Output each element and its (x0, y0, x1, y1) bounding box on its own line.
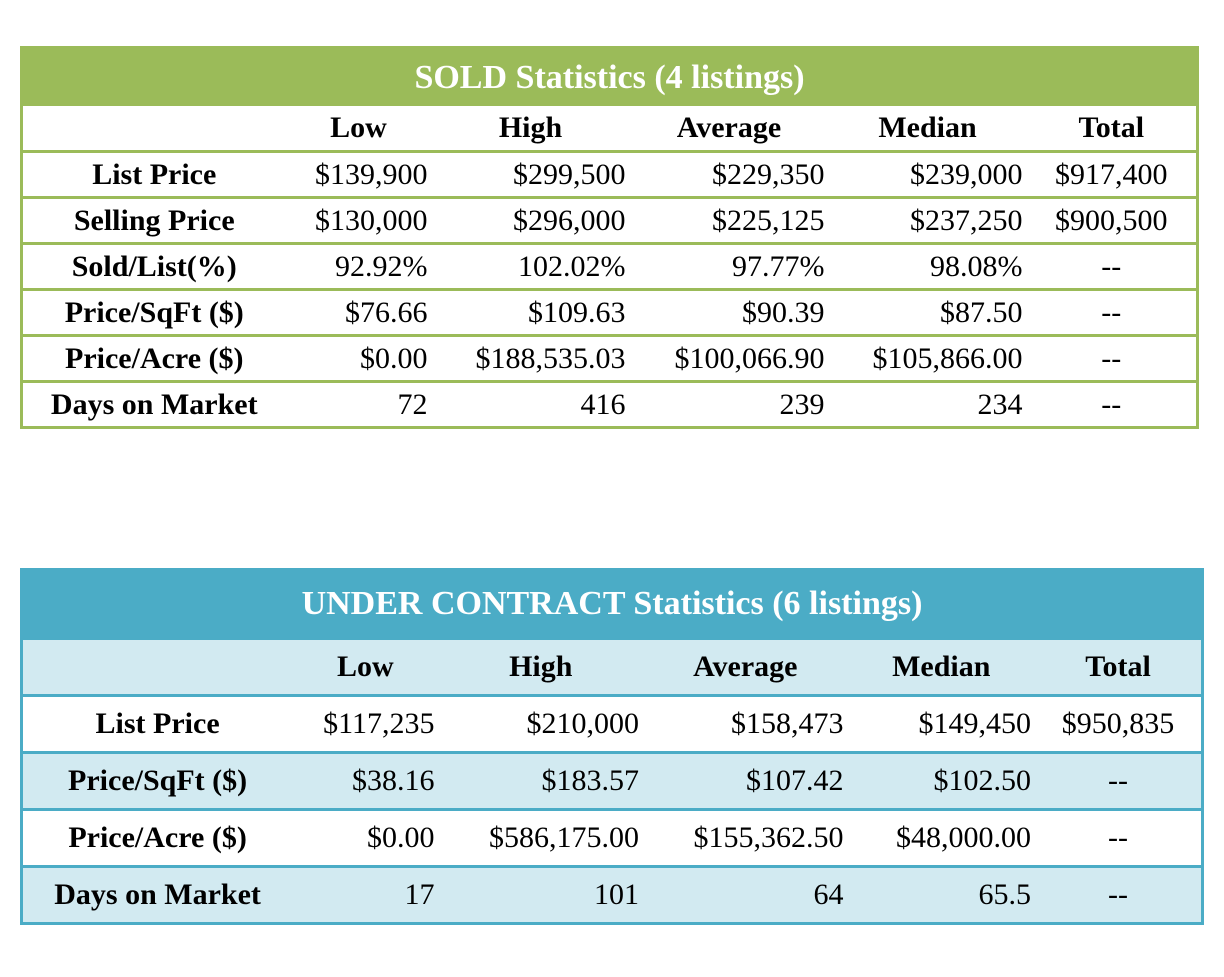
table-row: List Price $139,900 $299,500 $229,350 $2… (21, 151, 1198, 199)
cell-high: $299,500 (431, 151, 630, 199)
cell-median: $239,000 (828, 151, 1027, 199)
row-label: Days on Market (21, 865, 293, 924)
cell-high: $296,000 (431, 197, 630, 245)
cell-median: 234 (977, 387, 1023, 421)
cell-average: 97.77% (629, 243, 829, 291)
cell-average: $225,125 (629, 197, 829, 245)
cell-high: $586,175.00 (438, 808, 644, 867)
cell-low: $0.00 (285, 335, 432, 383)
under-contract-statistics-table: UNDER CONTRACT Statistics (6 listings) L… (20, 568, 1204, 925)
row-label: Price/SqFt ($) (21, 751, 293, 810)
cell-low: 17 (292, 865, 439, 924)
cell-average: $158,473 (643, 694, 848, 753)
cell-median: $102.50 (847, 751, 1035, 810)
column-header-empty (21, 106, 286, 153)
column-header-total: Total (1035, 637, 1203, 696)
cell-high: $188,535.03 (431, 335, 630, 383)
cell-total: -- (1035, 865, 1203, 924)
cell-average: 64 (643, 865, 848, 924)
cell-average: $229,350 (629, 151, 829, 199)
row-label: Price/Acre ($) (21, 808, 293, 867)
column-header-low: Low (292, 637, 439, 696)
cell-median: $48,000.00 (847, 808, 1035, 867)
row-label: Sold/List(%) (21, 243, 286, 291)
under-contract-table-title: UNDER CONTRACT Statistics (6 listings) (21, 569, 1203, 639)
column-header-low: Low (285, 106, 432, 153)
cell-low: 72 (397, 387, 428, 421)
table-row: Selling Price $130,000 $296,000 $225,125… (21, 197, 1198, 245)
cell-low: $117,235 (292, 694, 439, 753)
row-label: List Price (21, 694, 293, 753)
cell-median: $87.50 (828, 289, 1027, 337)
sold-table-title: SOLD Statistics (4 listings) (21, 47, 1198, 106)
cell-total: -- (1026, 335, 1198, 383)
sold-header-row: Low High Average Median Total (21, 106, 1198, 153)
cell-average: $90.39 (629, 289, 829, 337)
cell-low: $130,000 (285, 197, 432, 245)
cell-median: $237,250 (828, 197, 1027, 245)
row-label: List Price (21, 151, 286, 199)
row-label: Days on Market (50, 387, 258, 421)
table-row: Price/Acre ($) $0.00 $188,535.03 $100,06… (21, 335, 1198, 383)
cell-high: 101 (438, 865, 644, 924)
cell-total: $950,835 (1035, 694, 1203, 753)
cell-total: -- (1035, 808, 1203, 867)
table-row: Days on Market 17 101 64 65.5 -- (21, 865, 1203, 924)
column-header-high: High (431, 106, 630, 153)
row-label: Price/Acre ($) (21, 335, 286, 383)
cell-low: $0.00 (292, 808, 439, 867)
cell-average: $107.42 (643, 751, 848, 810)
cell-low: $38.16 (292, 751, 439, 810)
cell-average: $155,362.50 (643, 808, 848, 867)
column-header-empty (21, 637, 293, 696)
cell-high: 102.02% (431, 243, 630, 291)
cell-total: $900,500 (1026, 197, 1198, 245)
column-header-median: Median (828, 106, 1027, 153)
column-header-total: Total (1026, 106, 1198, 153)
cell-total: -- (1026, 243, 1198, 291)
row-label: Price/SqFt ($) (21, 289, 286, 337)
cell-total: $917,400 (1026, 151, 1198, 199)
table-row: Sold/List(%) 92.92% 102.02% 97.77% 98.08… (21, 243, 1198, 291)
cell-total: -- (1026, 289, 1198, 337)
cell-low: $139,900 (285, 151, 432, 199)
column-header-average: Average (629, 106, 829, 153)
cell-average: 239 (779, 387, 825, 421)
table-row: Price/SqFt ($) $38.16 $183.57 $107.42 $1… (21, 751, 1203, 810)
cell-median: $105,866.00 (828, 335, 1027, 383)
cell-high: $183.57 (438, 751, 644, 810)
cell-total: -- (1035, 751, 1203, 810)
column-header-average: Average (643, 637, 848, 696)
table-row: Price/SqFt ($) $76.66 $109.63 $90.39 $87… (21, 289, 1198, 337)
table-row: List Price $117,235 $210,000 $158,473 $1… (21, 694, 1203, 753)
column-header-median: Median (847, 637, 1035, 696)
cell-total: -- (1101, 387, 1122, 421)
under-contract-header-row: Low High Average Median Total (21, 637, 1203, 696)
cell-average: $100,066.90 (629, 335, 829, 383)
cell-low: $76.66 (285, 289, 432, 337)
row-label: Selling Price (21, 197, 286, 245)
cell-high: $210,000 (438, 694, 644, 753)
cell-low: 92.92% (285, 243, 432, 291)
cell-high: 416 (580, 387, 626, 421)
table-row: Days on Market 72 416 239 234 -- (22, 382, 1198, 428)
table-row: Price/Acre ($) $0.00 $586,175.00 $155,36… (21, 808, 1203, 867)
column-header-high: High (438, 637, 644, 696)
cell-median: 65.5 (847, 865, 1035, 924)
cell-median: $149,450 (847, 694, 1035, 753)
sold-statistics-table: SOLD Statistics (4 listings) Low High Av… (20, 46, 1199, 429)
cell-high: $109.63 (431, 289, 630, 337)
cell-median: 98.08% (828, 243, 1027, 291)
